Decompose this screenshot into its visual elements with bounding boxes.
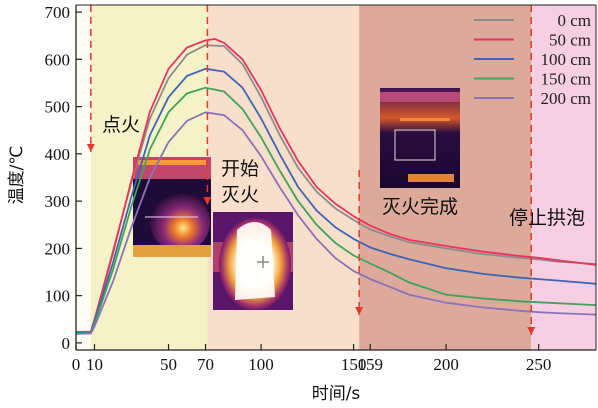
thermal-insets: [133, 88, 460, 310]
x-tick-label: 250: [526, 355, 552, 374]
inset-white-core: [235, 222, 275, 300]
x-tick-label: 0: [72, 355, 81, 374]
legend-label: 0 cm: [557, 11, 591, 30]
event-label-3: 停止拱泡: [509, 207, 585, 229]
x-tick-label: 10: [86, 355, 103, 374]
event-label-2: 灭火完成: [382, 196, 458, 218]
event-arrowhead-2: [355, 307, 364, 315]
x-tick-label: 159: [357, 355, 383, 374]
inset-hot-band-inner: [138, 160, 206, 165]
inset-floor-band: [133, 245, 211, 257]
y-tick-label: 700: [45, 3, 71, 22]
extinguish-start-thermal-image: [213, 212, 293, 310]
legend-label: 100 cm: [540, 50, 591, 69]
series-lines: [75, 38, 597, 335]
x-tick-label: 100: [248, 355, 274, 374]
y-tick-label: 100: [45, 287, 71, 306]
x-axis-label: 时间/s: [312, 384, 361, 404]
event-label-0: 点火: [102, 114, 140, 136]
y-axis-label: 温度/℃: [7, 146, 27, 205]
event-arrowhead-3: [527, 327, 536, 335]
series-line-50cm: [75, 38, 597, 333]
legend-label: 150 cm: [540, 70, 591, 89]
y-tick-label: 500: [45, 98, 71, 117]
y-tick-label: 200: [45, 239, 71, 258]
inset-hot-band: [380, 92, 460, 102]
ignition-thermal-image: [133, 157, 211, 257]
inset-background: [380, 88, 460, 188]
x-tick-label: 50: [160, 355, 177, 374]
inset-floor-band: [408, 174, 454, 182]
event-arrowhead-1: [203, 197, 212, 205]
x-tick-label: 70: [197, 355, 214, 374]
x-tick-label: 200: [433, 355, 459, 374]
x-tick-label: 150: [341, 355, 367, 374]
event-label-1: 开始灭火: [221, 158, 259, 206]
inset-frame: [394, 129, 436, 161]
y-tick-label: 400: [45, 145, 71, 164]
series-line-200cm: [75, 111, 597, 335]
phase-band-0: [76, 5, 91, 350]
legend-label: 200 cm: [540, 89, 591, 108]
inset-flame: [150, 192, 210, 252]
extinguish-complete-thermal-image: [380, 88, 460, 188]
y-tick-label: 0: [62, 334, 71, 353]
inset-ember: [400, 118, 450, 121]
series-line-150cm: [75, 86, 597, 335]
phase-band-4: [531, 5, 596, 350]
legend-label: 50 cm: [549, 31, 591, 50]
y-tick-label: 300: [45, 192, 71, 211]
y-tick-label: 600: [45, 50, 71, 69]
series-line-100cm: [75, 67, 597, 334]
event-markers: 点火开始灭火灭火完成停止拱泡: [86, 5, 585, 335]
event-arrowhead-0: [86, 144, 95, 152]
